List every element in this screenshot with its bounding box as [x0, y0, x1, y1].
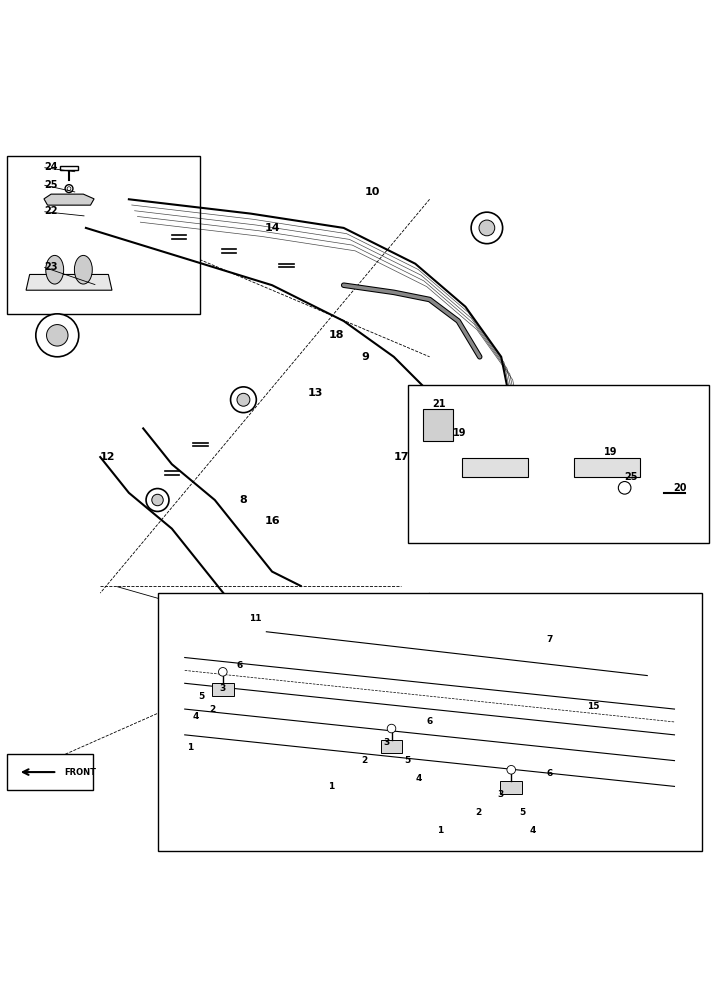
Text: 1: 1 — [437, 826, 444, 835]
Text: 5: 5 — [405, 756, 411, 765]
Bar — [574, 458, 639, 477]
Circle shape — [237, 393, 250, 406]
Bar — [408, 385, 709, 543]
Text: 4: 4 — [193, 712, 199, 721]
FancyBboxPatch shape — [7, 754, 93, 790]
Text: 25: 25 — [44, 180, 57, 190]
Circle shape — [152, 494, 163, 506]
Ellipse shape — [74, 255, 92, 284]
Circle shape — [146, 489, 169, 511]
Text: 6: 6 — [546, 769, 553, 778]
Text: 6: 6 — [427, 717, 432, 726]
Text: 2: 2 — [209, 705, 215, 714]
Text: 16: 16 — [264, 516, 280, 526]
Text: 6: 6 — [236, 661, 242, 670]
Ellipse shape — [46, 255, 64, 284]
Bar — [500, 781, 522, 794]
Polygon shape — [44, 194, 94, 205]
Circle shape — [507, 765, 516, 774]
Circle shape — [36, 314, 79, 357]
Text: 4: 4 — [415, 774, 422, 783]
Text: 5: 5 — [198, 692, 204, 701]
Circle shape — [479, 220, 495, 236]
Circle shape — [218, 668, 227, 676]
Bar — [381, 740, 402, 753]
Text: 4: 4 — [530, 826, 536, 835]
Text: 13: 13 — [307, 388, 323, 398]
Bar — [423, 409, 453, 441]
Circle shape — [619, 482, 631, 494]
Text: 23: 23 — [44, 262, 57, 272]
Circle shape — [471, 212, 503, 244]
Circle shape — [47, 325, 68, 346]
Text: 19: 19 — [453, 428, 467, 438]
Text: 7: 7 — [546, 635, 553, 644]
Text: 3: 3 — [220, 684, 226, 693]
Text: 3: 3 — [383, 738, 390, 747]
Text: 12: 12 — [100, 452, 115, 462]
Circle shape — [387, 724, 396, 733]
Text: 15: 15 — [586, 702, 599, 711]
Text: 11: 11 — [249, 614, 262, 623]
Text: 21: 21 — [432, 399, 445, 409]
Text: 24: 24 — [44, 162, 57, 172]
Bar — [463, 458, 528, 477]
Text: 18: 18 — [329, 330, 344, 340]
Text: 20: 20 — [673, 483, 686, 493]
Polygon shape — [60, 166, 77, 170]
Text: 1: 1 — [187, 743, 193, 752]
Text: 19: 19 — [604, 447, 617, 457]
Text: 5: 5 — [519, 808, 526, 817]
Text: 1: 1 — [329, 782, 335, 791]
Text: 14: 14 — [264, 223, 280, 233]
Bar — [212, 683, 233, 696]
Text: FRONT: FRONT — [64, 768, 97, 777]
Text: 9: 9 — [362, 352, 369, 362]
Text: 2: 2 — [475, 808, 482, 817]
Bar — [158, 593, 702, 851]
Text: 3: 3 — [497, 790, 503, 799]
Text: 22: 22 — [44, 206, 57, 216]
Text: 10: 10 — [364, 187, 380, 197]
Bar — [7, 156, 200, 314]
Text: 17: 17 — [393, 452, 409, 462]
Polygon shape — [26, 274, 112, 290]
Text: 2: 2 — [361, 756, 367, 765]
Text: 8: 8 — [240, 495, 247, 505]
Circle shape — [231, 387, 256, 413]
Text: 25: 25 — [624, 472, 638, 482]
